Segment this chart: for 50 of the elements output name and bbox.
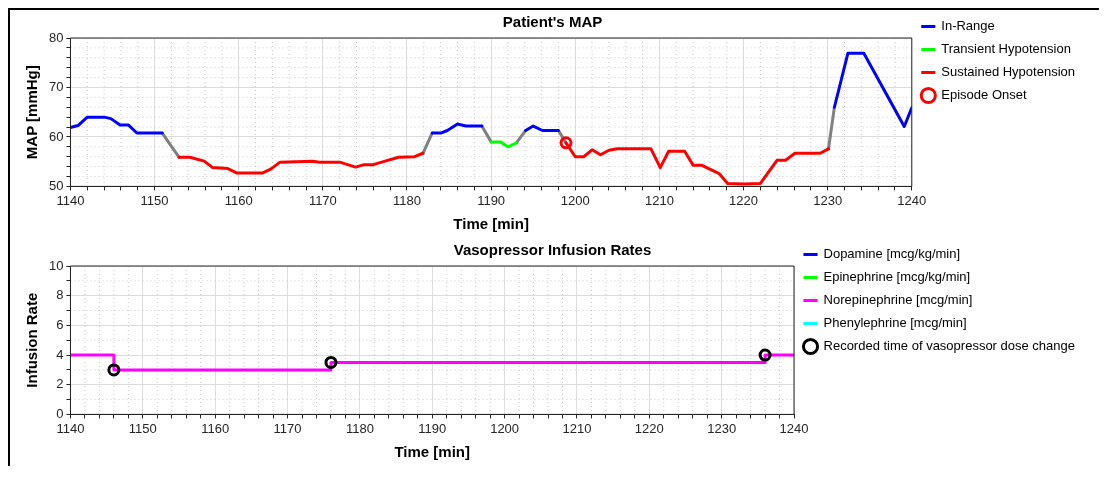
legend-label: In-Range — [941, 18, 995, 34]
x-tick-label: 1170 — [273, 420, 302, 436]
y-axis-title: Infusion Rate — [23, 292, 41, 388]
x-tick-label: 1150 — [140, 192, 169, 208]
point — [758, 348, 772, 362]
x-tick-label: 1210 — [644, 192, 674, 208]
legend-label: Transient Hypotension — [941, 41, 1071, 57]
x-tick-label: 1180 — [393, 192, 421, 208]
legend-label: Episode Onset — [941, 87, 1027, 103]
y-tick-label: 6 — [56, 316, 64, 332]
x-tick-label: 1170 — [308, 192, 337, 208]
y-tick-label: 8 — [56, 287, 64, 303]
x-tick-label: 1230 — [813, 192, 843, 208]
x-tick-label: 1240 — [897, 192, 927, 208]
x-tick-label: 1200 — [490, 420, 520, 436]
y-tick-label: 2 — [56, 376, 64, 392]
x-tick-label: 1160 — [224, 192, 253, 208]
legend-label: Phenylephrine [mcg/min] — [823, 315, 967, 331]
x-tick-label: 1160 — [201, 420, 230, 436]
y-tick-label: 0 — [56, 405, 64, 421]
legend-label: Epinephrine [mcg/kg/min] — [823, 269, 971, 285]
y-tick-label: 4 — [56, 346, 64, 362]
x-tick-label: 1220 — [729, 192, 758, 208]
x-axis-title: Time [min] — [453, 215, 529, 233]
x-tick-label: 1140 — [56, 192, 85, 208]
x-tick-label: 1220 — [634, 420, 664, 436]
y-tick-label: 10 — [48, 257, 64, 273]
legend-label: Dopamine [mcg/kg/min] — [823, 246, 961, 262]
legend-label: Recorded time of vasopressor dose change — [823, 338, 1076, 354]
y-tick-label: 80 — [48, 29, 64, 45]
x-tick-label: 1200 — [560, 192, 590, 208]
x-tick-label: 1240 — [779, 420, 809, 436]
y-tick-label: 70 — [48, 79, 64, 95]
x-tick-label: 1150 — [128, 420, 157, 436]
x-axis-title: Time [min] — [394, 443, 471, 461]
point — [324, 355, 338, 369]
chart-title: Vasopressor Infusion Rates — [453, 241, 652, 259]
x-tick-label: 1210 — [562, 420, 592, 436]
x-tick-label: 1230 — [707, 420, 737, 436]
x-tick-label: 1180 — [345, 420, 374, 436]
legend-label: Norepinephrine [mcg/min] — [823, 292, 973, 308]
point — [107, 363, 121, 377]
y-axis-title: MAP [mmHg] — [23, 65, 41, 160]
legend-label: Sustained Hypotension — [941, 64, 1075, 80]
y-tick-label: 60 — [48, 128, 64, 144]
y-tick-label: 50 — [48, 177, 64, 193]
chart-title: Patient's MAP — [502, 13, 603, 31]
x-tick-label: 1190 — [477, 192, 506, 208]
x-tick-label: 1140 — [56, 420, 85, 436]
x-tick-label: 1190 — [418, 420, 447, 436]
